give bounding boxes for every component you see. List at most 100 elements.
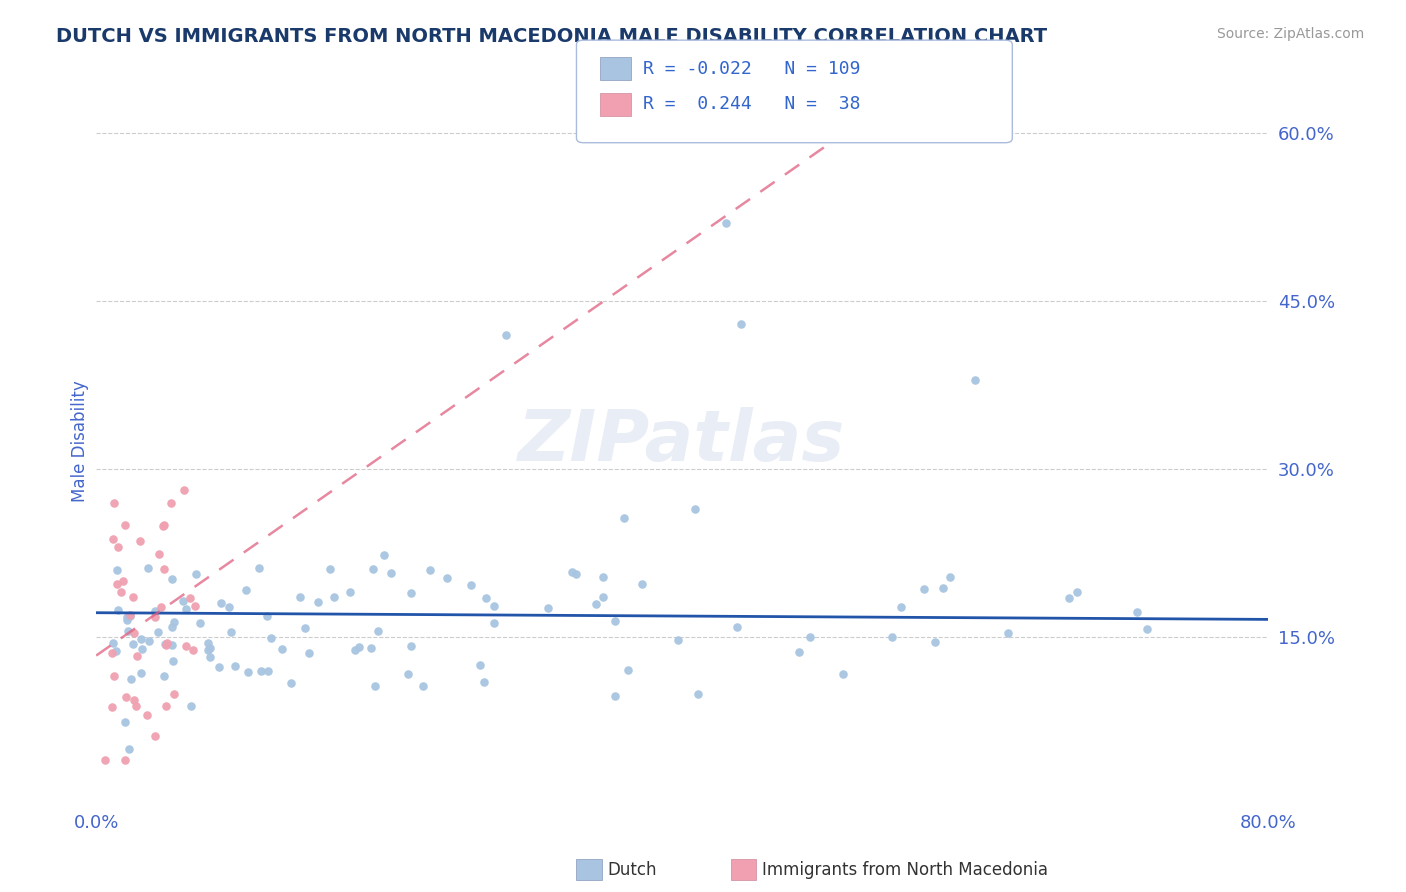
- Point: [111, 574, 134, 588]
- Point: [174, 602, 197, 616]
- Point: [270, 641, 292, 656]
- Point: [129, 533, 152, 548]
- Point: [218, 600, 240, 615]
- Point: [666, 633, 689, 648]
- Point: [143, 729, 166, 743]
- Point: [882, 630, 904, 644]
- Point: [160, 620, 183, 634]
- Point: [118, 741, 141, 756]
- Text: Source: ZipAtlas.com: Source: ZipAtlas.com: [1216, 27, 1364, 41]
- Point: [460, 577, 482, 591]
- Point: [344, 643, 367, 657]
- Text: R =  0.244   N =  38: R = 0.244 N = 38: [643, 95, 860, 113]
- Point: [617, 663, 640, 677]
- Point: [714, 216, 737, 230]
- Point: [373, 548, 395, 562]
- Point: [605, 689, 627, 703]
- Text: ZIPatlas: ZIPatlas: [519, 407, 846, 475]
- Point: [688, 687, 710, 701]
- Y-axis label: Male Disability: Male Disability: [72, 380, 89, 502]
- Point: [399, 639, 422, 653]
- Point: [152, 518, 174, 533]
- Point: [104, 643, 127, 657]
- Point: [224, 659, 246, 673]
- Point: [197, 643, 219, 657]
- Point: [118, 608, 141, 623]
- Point: [1136, 623, 1159, 637]
- Point: [247, 561, 270, 575]
- Point: [110, 584, 132, 599]
- Point: [118, 608, 141, 623]
- Point: [730, 317, 752, 331]
- Point: [725, 620, 748, 634]
- Point: [125, 699, 148, 714]
- Point: [115, 613, 138, 627]
- Point: [683, 501, 706, 516]
- Point: [138, 561, 160, 575]
- Point: [153, 517, 176, 532]
- Point: [131, 642, 153, 657]
- Point: [1126, 605, 1149, 619]
- Point: [482, 616, 505, 631]
- Point: [890, 600, 912, 615]
- Point: [103, 495, 125, 509]
- Point: [174, 640, 197, 654]
- Point: [256, 609, 278, 624]
- Point: [156, 636, 179, 650]
- Point: [105, 563, 128, 577]
- Point: [148, 547, 170, 561]
- Point: [259, 632, 281, 646]
- Point: [474, 674, 496, 689]
- Point: [419, 563, 441, 577]
- Text: DUTCH VS IMMIGRANTS FROM NORTH MACEDONIA MALE DISABILITY CORRELATION CHART: DUTCH VS IMMIGRANTS FROM NORTH MACEDONIA…: [56, 27, 1047, 45]
- Point: [799, 631, 821, 645]
- Point: [127, 649, 149, 664]
- Point: [209, 597, 232, 611]
- Point: [114, 753, 136, 767]
- Point: [565, 567, 588, 582]
- Point: [592, 570, 614, 584]
- Point: [121, 637, 143, 651]
- Point: [963, 372, 986, 386]
- Point: [122, 693, 145, 707]
- Point: [997, 625, 1019, 640]
- Point: [396, 667, 419, 681]
- Point: [495, 327, 517, 342]
- Point: [380, 566, 402, 580]
- Point: [361, 562, 384, 576]
- Point: [789, 644, 811, 658]
- Point: [143, 610, 166, 624]
- Point: [322, 590, 344, 604]
- Point: [307, 595, 329, 609]
- Point: [101, 532, 124, 546]
- Point: [180, 699, 202, 714]
- Point: [184, 599, 207, 613]
- Point: [101, 636, 124, 650]
- Point: [399, 586, 422, 600]
- Point: [537, 600, 560, 615]
- Point: [924, 635, 946, 649]
- Point: [1066, 585, 1088, 599]
- Point: [115, 690, 138, 705]
- Point: [188, 616, 211, 631]
- Point: [120, 673, 142, 687]
- Point: [107, 603, 129, 617]
- Point: [290, 590, 312, 604]
- Point: [832, 667, 855, 681]
- Point: [197, 636, 219, 650]
- Point: [613, 510, 636, 524]
- Point: [162, 688, 184, 702]
- Point: [912, 582, 935, 597]
- Point: [105, 577, 128, 591]
- Point: [1059, 591, 1081, 606]
- Point: [319, 562, 342, 576]
- Point: [160, 496, 183, 510]
- Point: [136, 708, 159, 723]
- Point: [235, 582, 257, 597]
- Point: [160, 573, 183, 587]
- Point: [124, 626, 146, 640]
- Point: [100, 700, 122, 714]
- Point: [257, 664, 280, 678]
- Point: [186, 567, 208, 582]
- Point: [179, 591, 201, 606]
